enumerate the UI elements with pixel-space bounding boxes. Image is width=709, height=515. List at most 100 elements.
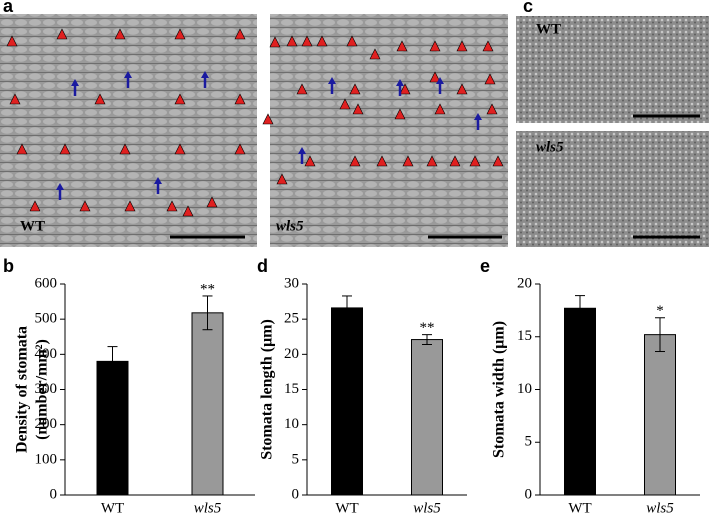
y-tick-label: 300 (35, 381, 58, 397)
marker-triangle (119, 143, 131, 155)
marker-triangle (402, 155, 414, 167)
marker-triangle (296, 83, 308, 95)
x-tick-label: wls5 (194, 500, 222, 515)
y-tick-label: 200 (35, 416, 58, 432)
micrograph (516, 131, 709, 247)
marker-triangle (234, 143, 246, 155)
marker-arrow-head (56, 183, 64, 190)
marker-triangle (339, 98, 351, 110)
bar (96, 360, 129, 496)
bar (411, 339, 443, 496)
marker-triangle (286, 35, 298, 47)
marker-triangle (276, 173, 288, 185)
marker-triangle (449, 155, 461, 167)
marker-triangle (349, 155, 361, 167)
y-axis-label: (number/mm²) (34, 339, 51, 440)
marker-arrow-head (436, 77, 444, 84)
marker-triangle (234, 28, 246, 40)
marker-triangle (482, 40, 494, 52)
micrograph (270, 14, 508, 247)
marker-triangle (492, 155, 504, 167)
y-axis-label: Density of stomata (14, 326, 31, 453)
panel-label: b (3, 256, 14, 276)
marker-triangle (304, 155, 316, 167)
y-tick-label: 10 (517, 381, 532, 397)
x-tick-label: WT (335, 500, 358, 515)
marker-triangle (399, 83, 411, 95)
marker-triangle (301, 35, 313, 47)
image-label: WT (20, 218, 45, 234)
marker-triangle (94, 93, 106, 105)
marker-triangle (346, 35, 358, 47)
marker-triangle (234, 93, 246, 105)
marker-triangle (124, 200, 136, 212)
marker-triangle (316, 35, 328, 47)
panel-label: c (523, 0, 533, 16)
y-tick-label: 400 (35, 346, 58, 362)
bar (564, 307, 596, 496)
y-axis-label: Stomata length (μm) (259, 319, 276, 460)
bar (644, 334, 676, 496)
marker-triangle (456, 40, 468, 52)
marker-triangle (352, 103, 364, 115)
marker-triangle (174, 28, 186, 40)
marker-triangle (262, 113, 274, 125)
bar (191, 312, 224, 496)
y-tick-label: 600 (35, 275, 58, 291)
x-tick-label: WT (101, 500, 124, 515)
marker-triangle (486, 103, 498, 115)
marker-triangle (29, 200, 41, 212)
y-tick-label: 15 (284, 381, 299, 397)
x-tick-label: WT (568, 500, 591, 515)
y-tick-label: 15 (517, 328, 532, 344)
panel-label: e (480, 256, 490, 276)
marker-triangle (434, 103, 446, 115)
marker-triangle (469, 155, 481, 167)
x-tick-label: wls5 (413, 500, 441, 515)
marker-triangle (16, 143, 28, 155)
y-tick-label: 20 (517, 275, 532, 291)
marker-triangle (59, 143, 71, 155)
marker-triangle (56, 28, 68, 40)
marker-triangle (429, 40, 441, 52)
y-tick-label: 0 (50, 486, 58, 502)
y-tick-label: 10 (284, 416, 299, 432)
marker-triangle (269, 36, 281, 48)
panel-label: a (3, 0, 14, 16)
marker-triangle (456, 83, 468, 95)
marker-triangle (206, 196, 218, 208)
marker-arrow-head (154, 177, 162, 184)
image-label: wls5 (276, 218, 304, 234)
marker-arrow-head (298, 147, 306, 154)
marker-arrow-head (396, 79, 404, 86)
micrograph (516, 16, 709, 123)
image-label: wls5 (536, 139, 564, 155)
marker-triangle (426, 155, 438, 167)
marker-triangle (349, 83, 361, 95)
marker-triangle (429, 71, 441, 83)
marker-arrow-head (328, 77, 336, 84)
y-tick-label: 25 (284, 311, 299, 327)
y-tick-label: 500 (35, 311, 58, 327)
marker-triangle (6, 35, 18, 47)
marker-triangle (396, 40, 408, 52)
y-axis-label: Stomata width (μm) (491, 321, 508, 458)
marker-arrow-head (124, 71, 132, 78)
marker-triangle (174, 143, 186, 155)
bar (331, 307, 363, 496)
y-tick-label: 0 (292, 486, 300, 502)
significance: * (656, 303, 664, 319)
y-tick-label: 5 (525, 434, 533, 450)
marker-triangle (369, 48, 381, 60)
micrograph (0, 14, 257, 247)
y-tick-label: 30 (284, 275, 299, 291)
image-label: WT (536, 21, 561, 37)
marker-arrow-head (474, 113, 482, 120)
marker-triangle (79, 200, 91, 212)
marker-triangle (9, 93, 21, 105)
y-tick-label: 20 (284, 346, 299, 362)
marker-triangle (166, 200, 178, 212)
y-tick-label: 5 (292, 451, 300, 467)
x-tick-label: wls5 (646, 500, 674, 515)
